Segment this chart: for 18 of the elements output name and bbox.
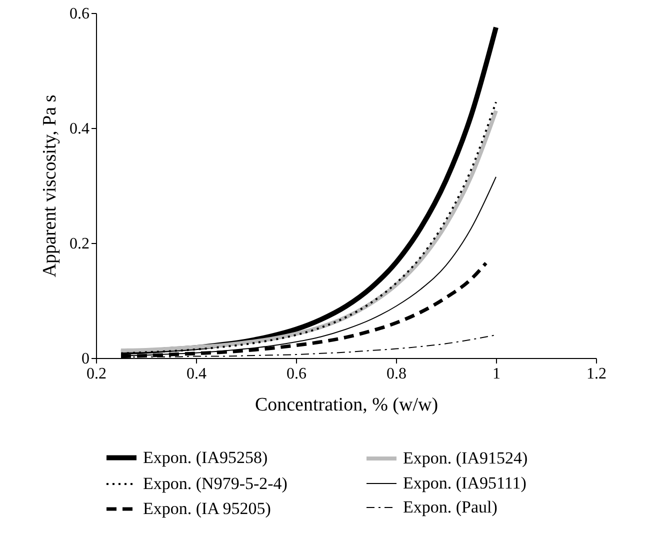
x-tick-label: 0.2 xyxy=(86,366,106,382)
y-axis-title: Apparent viscosity, Pa s xyxy=(40,94,60,278)
y-tick-label: 0.6 xyxy=(70,6,90,22)
x-tick-label: 0.4 xyxy=(186,366,206,382)
legend-label: Expon. (Paul) xyxy=(403,498,498,516)
legend-label: Expon. (IA95258) xyxy=(143,448,268,467)
x-tick-label: 0.8 xyxy=(386,366,406,382)
legend-label: Expon. (N979-5-2-4) xyxy=(143,474,288,493)
legend-label: Expon. (IA95111) xyxy=(403,474,526,492)
legend-label: Expon. (IA 95205) xyxy=(143,499,271,518)
y-tick-label: 0.2 xyxy=(70,236,90,252)
x-tick-label: 1.2 xyxy=(586,366,606,382)
legend-label: Expon. (IA91524) xyxy=(403,448,528,468)
x-tick-label: 1 xyxy=(492,366,500,382)
x-tick-label: 0.6 xyxy=(286,366,306,382)
y-tick-label: 0.4 xyxy=(70,120,90,138)
x-axis-title: Concentration, % (w/w) xyxy=(254,394,438,416)
y-tick-label: 0 xyxy=(82,350,90,368)
